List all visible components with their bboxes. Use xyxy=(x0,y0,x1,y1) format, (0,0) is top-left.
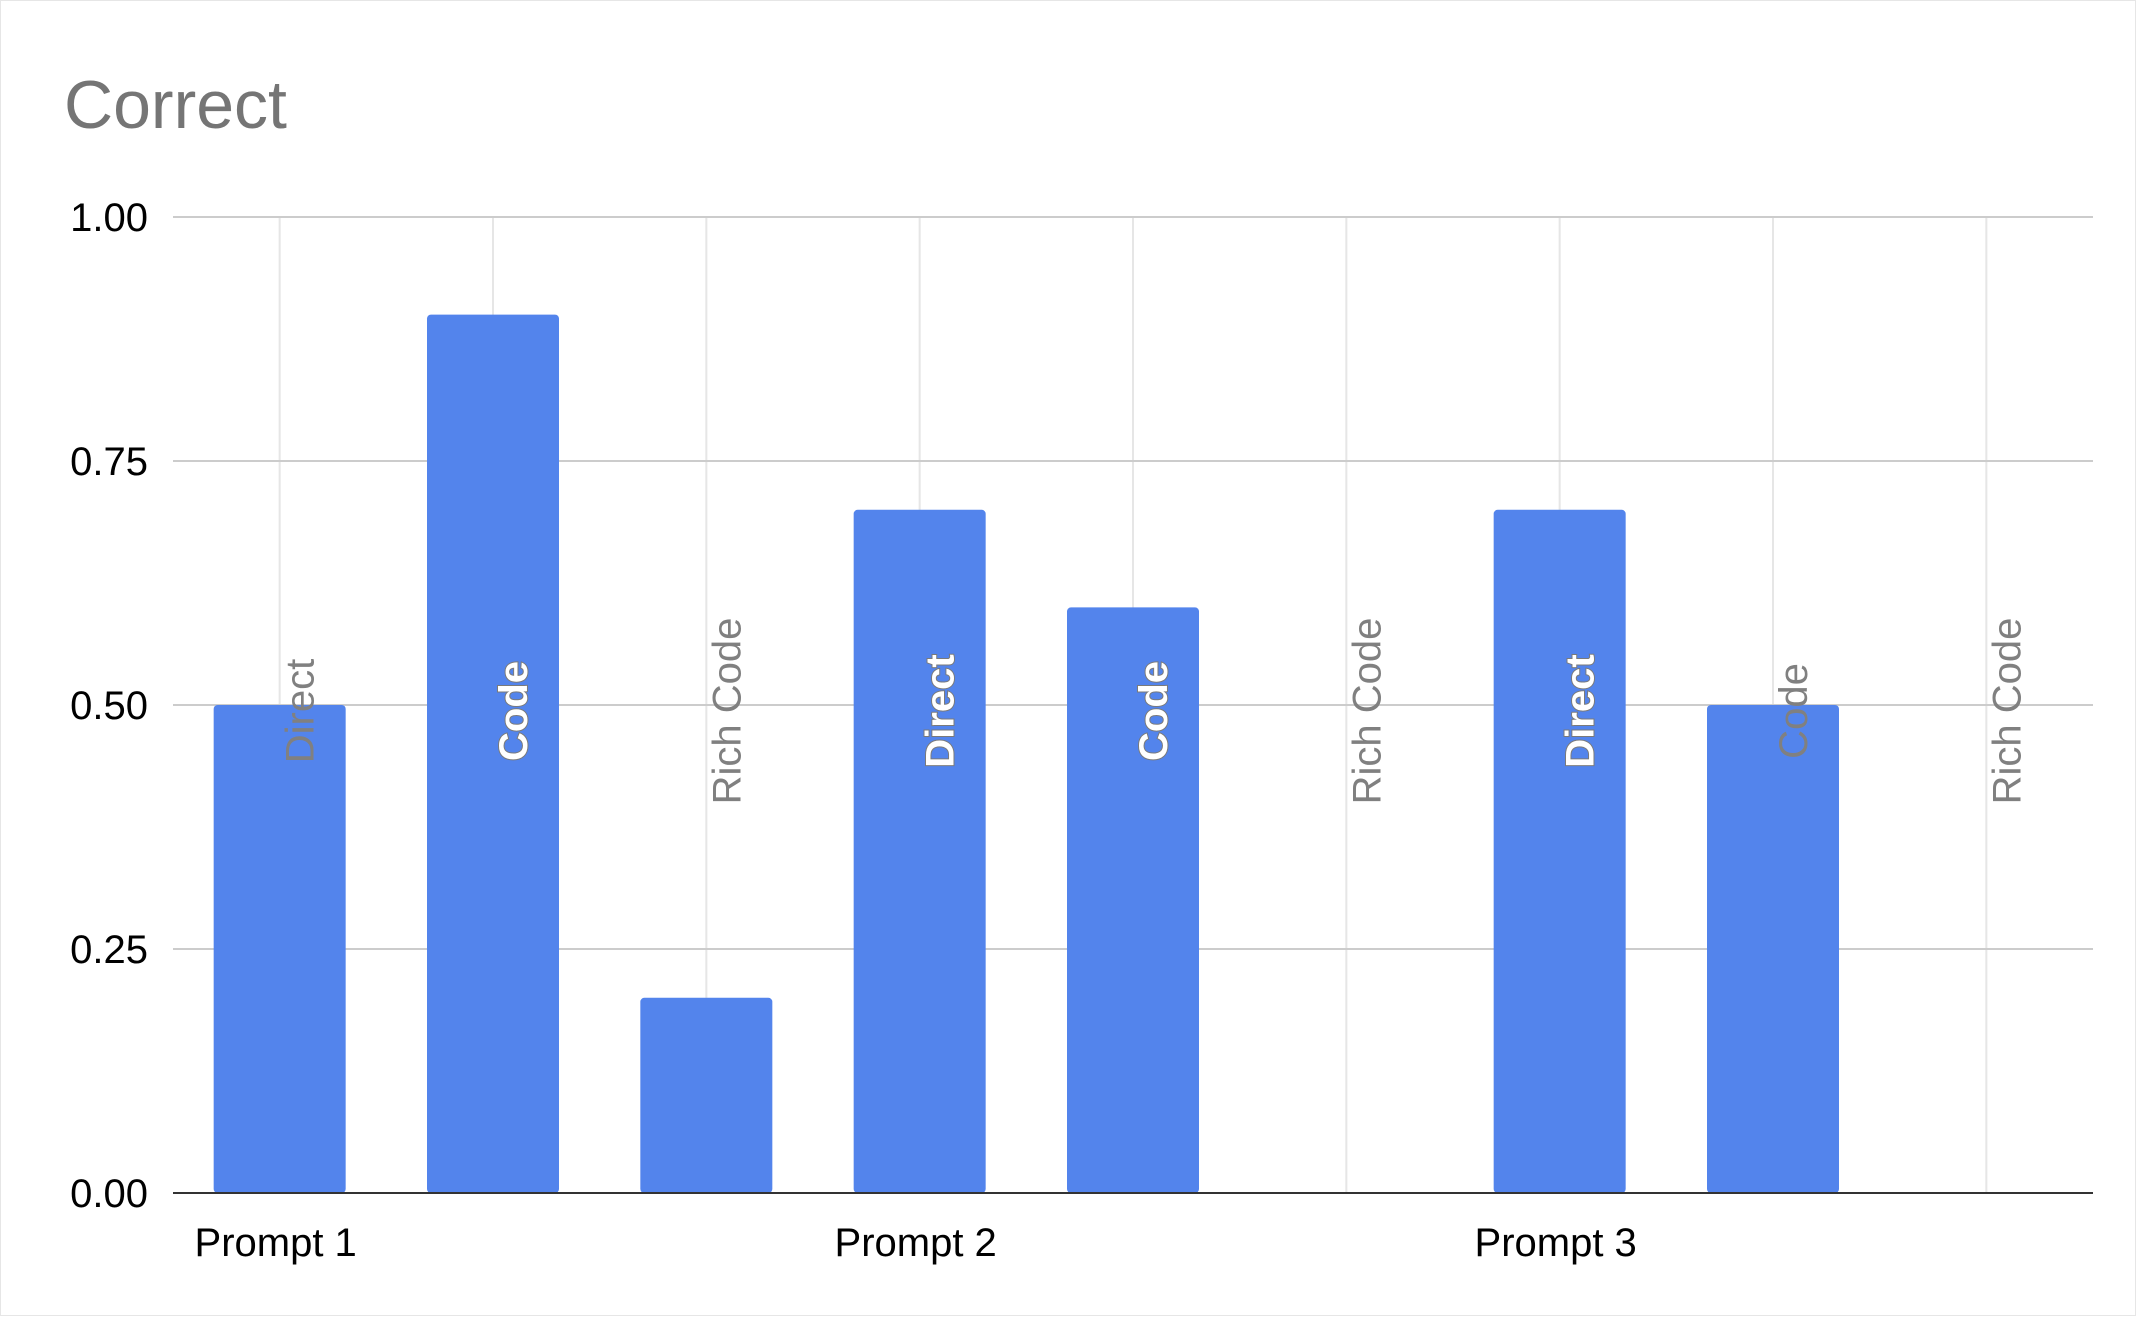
bar xyxy=(853,509,986,1193)
y-tick-label: 1.00 xyxy=(70,196,148,240)
bar-data-label: Direct xyxy=(279,659,323,763)
bar xyxy=(640,997,773,1193)
bar xyxy=(1067,607,1199,1193)
bar-data-label: Code xyxy=(492,661,536,761)
axes: 0.00 0.25 0.50 0.75 1.00 Prompt 1 Prompt 2 Prom… xyxy=(70,196,2093,1265)
bar-data-label: Rich Code xyxy=(1345,618,1389,805)
bar xyxy=(1707,705,1839,1193)
bar-data-label: Rich Code xyxy=(705,618,749,805)
bar-data-label: Code xyxy=(1772,663,1816,759)
x-category-label: Prompt 2 xyxy=(835,1221,997,1265)
bar-data-label: Rich Code xyxy=(1985,618,2029,805)
y-tick-label: 0.25 xyxy=(70,928,148,972)
bars xyxy=(213,314,1839,1194)
bar-labels: Direct Code Rich Code Direct Code Rich Code Di… xyxy=(279,618,2030,805)
x-category-label: Prompt 3 xyxy=(1475,1221,1637,1265)
bar-data-label: Direct xyxy=(919,654,963,767)
y-tick-label: 0.00 xyxy=(70,1172,148,1216)
bar xyxy=(427,314,559,1194)
x-category-label: Prompt 1 xyxy=(195,1221,357,1265)
y-tick-label: 0.75 xyxy=(70,440,148,484)
bar xyxy=(213,705,346,1193)
bar-data-label: Direct xyxy=(1559,654,1603,767)
y-tick-label: 0.50 xyxy=(70,684,148,728)
bar-data-label: Code xyxy=(1132,661,1176,761)
bar xyxy=(1493,509,1626,1193)
chart-title: Correct xyxy=(64,67,287,143)
